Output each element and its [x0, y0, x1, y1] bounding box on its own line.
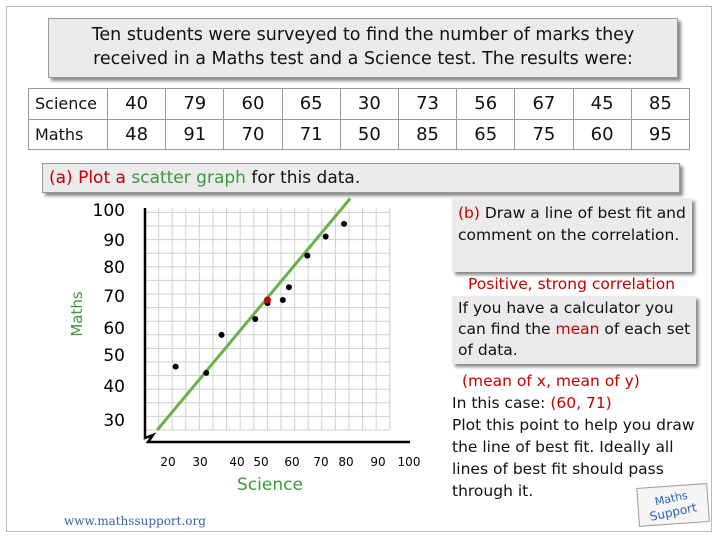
x-tick-label: 100: [398, 455, 421, 469]
slide-frame: [6, 6, 712, 532]
data-point: [322, 233, 329, 240]
table-cell: 65: [456, 118, 516, 150]
case-prefix: In this case:: [452, 394, 551, 412]
y-tick-labels: 30 40 50 60 70 80 90 100: [93, 201, 125, 431]
question-b-text: Draw a line of best fit and comment on t…: [458, 204, 686, 244]
maths-support-logo: Maths Support: [636, 482, 710, 527]
table-cell: 85: [397, 118, 458, 150]
question-b-box: (b) Draw a line of best fit and comment …: [452, 198, 692, 272]
data-point: [172, 363, 179, 370]
mean-point: [264, 296, 271, 304]
x-tick-label: 90: [370, 455, 385, 469]
table-cell: 60: [223, 88, 283, 120]
table-row-science: Science 40 79 60 65 30 73 56 67 45 85: [28, 88, 691, 120]
table-row-maths: Maths 48 91 70 71 50 85 65 75 60 95: [28, 118, 691, 150]
table-cell: 45: [572, 88, 632, 120]
axis-break: [143, 430, 157, 444]
y-axis-label: Maths: [68, 291, 86, 337]
y-tick-label: 100: [93, 201, 125, 221]
row-label-maths: Maths: [28, 118, 108, 150]
x-tick-label: 50: [253, 455, 268, 469]
x-tick-label: 20: [160, 455, 175, 469]
table-cell: 95: [630, 118, 691, 150]
data-point: [285, 284, 292, 291]
question-a-suffix: for this data.: [245, 168, 361, 188]
question-b-prefix: (b): [458, 204, 480, 222]
table-cell: 40: [106, 88, 167, 120]
question-a-box: (a) Plot a scatter graph for this data.: [42, 163, 680, 193]
correlation-answer: Positive, strong correlation: [468, 275, 676, 293]
y-tick-label: 60: [103, 319, 125, 339]
table-cell: 73: [397, 88, 458, 120]
table-cell: 67: [514, 88, 574, 120]
question-a-highlight: scatter graph: [131, 168, 246, 188]
y-tick-label: 30: [103, 411, 125, 431]
graph-grid: [144, 208, 391, 431]
footer-url[interactable]: www.mathssupport.org: [64, 514, 206, 528]
table-cell: 71: [281, 118, 341, 150]
x-tick-labels: 20 30 40 50 60 70 80 90 100: [160, 455, 420, 469]
table-cell: 56: [456, 88, 516, 120]
data-point: [341, 220, 348, 227]
hint-text-before: If you have a calculator you can find th…: [458, 299, 674, 338]
question-a-prefix: (a) Plot a: [49, 168, 132, 188]
table-cell: 85: [630, 88, 691, 120]
table-cell: 79: [165, 88, 225, 120]
data-point: [279, 296, 286, 303]
x-tick-label: 70: [313, 455, 328, 469]
line-of-best-fit: [156, 197, 352, 431]
graph-axes: [143, 208, 410, 444]
case-line: In this case: (60, 71): [452, 392, 718, 414]
table-cell: 70: [223, 118, 283, 150]
hint-text-after: of each set of data.: [458, 320, 691, 359]
explanation: (mean of x, mean of y) In this case: (60…: [452, 370, 718, 502]
intro-box: Ten students were surveyed to find the n…: [48, 18, 678, 78]
table-cell: 60: [572, 118, 632, 150]
case-point: (60, 71): [550, 394, 612, 412]
y-tick-label: 40: [103, 377, 125, 397]
y-tick-label: 50: [103, 346, 125, 366]
y-tick-label: 90: [103, 231, 125, 251]
mean-note: (mean of x, mean of y): [462, 372, 640, 390]
data-point: [304, 252, 311, 259]
intro-line-1: Ten students were surveyed to find the n…: [91, 25, 635, 45]
table-cell: 48: [106, 118, 167, 150]
explanation-body: Plot this point to help you draw the lin…: [452, 416, 695, 500]
y-tick-label: 70: [103, 287, 125, 307]
y-tick-label: 80: [103, 258, 125, 278]
data-point: [203, 369, 210, 376]
hint-box: If you have a calculator you can find th…: [452, 296, 696, 364]
table-cell: 50: [339, 118, 399, 150]
x-tick-label: 30: [192, 455, 207, 469]
results-table: Science 40 79 60 65 30 73 56 67 45 85 Ma…: [28, 88, 691, 150]
data-point: [252, 316, 259, 322]
x-tick-label: 60: [284, 455, 299, 469]
x-tick-label: 80: [338, 455, 353, 469]
row-label-science: Science: [28, 88, 108, 120]
x-tick-label: 40: [229, 455, 244, 469]
data-point: [218, 331, 225, 338]
x-axis-label: Science: [237, 475, 303, 495]
data-points: [172, 220, 348, 376]
hint-mean: mean: [555, 320, 600, 338]
table-cell: 30: [339, 88, 399, 120]
intro-line-2: received in a Maths test and a Science t…: [93, 49, 633, 69]
